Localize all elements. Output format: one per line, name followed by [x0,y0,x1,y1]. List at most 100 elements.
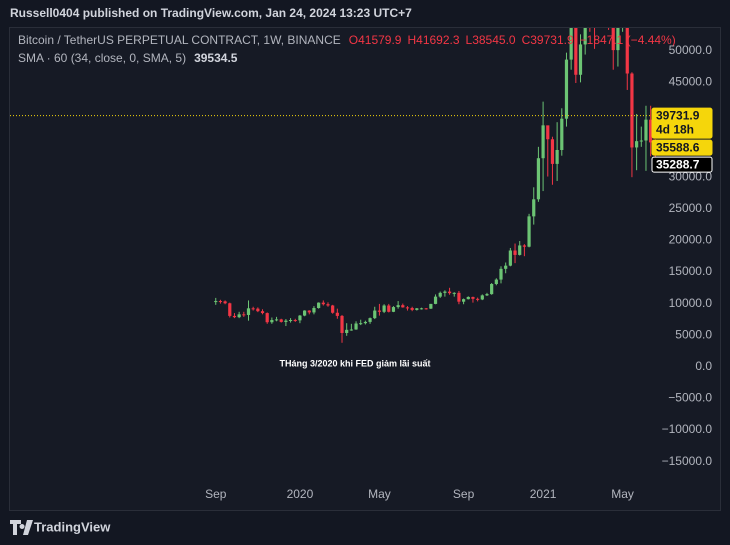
price-tag-label: 35588.6 [656,140,700,154]
price-tag-label: 39731.9 [656,108,700,122]
candle-body [518,245,522,255]
candle-body [368,318,372,322]
candle-body [499,268,503,280]
candle-body [541,125,545,159]
candle-body [242,314,246,316]
candle-body [218,301,223,303]
y-tick-label: 30000.0 [669,169,713,183]
candle-body [410,308,414,310]
ohlc-legend-item: L38545.0 [466,33,516,47]
candle-body [447,291,452,294]
candle-body [504,265,508,269]
candle-body [555,149,559,164]
candle-body [550,139,555,164]
y-tick-label: −15000.0 [662,454,713,468]
candle-body [625,28,629,74]
candle-body [279,319,283,322]
candle-body [433,296,438,304]
candle-body [391,307,396,312]
candle-body [532,199,536,217]
candle-body [359,323,363,325]
candle-body [574,28,578,75]
candle-body [274,319,279,321]
y-tick-label: 45000.0 [669,75,713,89]
y-tick-label: 15000.0 [669,264,713,278]
candle-body [326,304,330,306]
candle-body [405,307,410,309]
candle-body [583,28,587,45]
x-tick-label: May [611,487,634,501]
candle-body [331,305,335,313]
ohlc-legend-item: O41579.9 [349,33,402,47]
candle-body [616,28,620,51]
author-line: Russell0404 published on TradingView.com… [10,6,412,20]
candle-body [246,308,251,315]
candle-body [527,216,531,247]
candle-body [424,308,428,310]
candle-body [630,73,634,148]
candle-body [256,308,260,312]
candle-body [457,292,461,302]
y-tick-label: 10000.0 [669,296,713,310]
y-tick-label: −5000.0 [668,391,712,405]
candle-body [452,292,456,294]
candle-body [560,118,564,150]
candle-body [345,329,349,333]
indicator-value: 39534.5 [194,51,238,65]
candle-body [251,308,255,310]
candle-body [377,310,382,312]
candle-body [228,303,232,316]
candle-body [396,305,400,308]
candle-body [312,308,316,313]
candle-body [490,283,494,295]
price-tag-label: 35288.7 [656,157,700,171]
candle-body [382,305,386,312]
candle-body [611,28,615,51]
y-tick-label: 5000.0 [675,327,712,341]
candle-body [536,158,541,200]
brand-logo [10,520,33,535]
y-tick-label: −10000.0 [662,422,713,436]
candle-body [476,298,480,300]
candle-body [635,141,639,148]
price-tag [651,139,713,156]
price-tag [651,107,713,139]
candle-body [321,302,325,305]
ohlc-legend-item: −1847.1 (−4.44%) [580,33,676,47]
ohlc-legend-item: C39731.9 [522,33,574,47]
candle-body [298,315,302,321]
candle-body [438,292,442,297]
candle-body [644,119,648,141]
candle-body [303,310,307,316]
y-tick-label: 50000.0 [669,43,713,57]
candle-body [223,301,227,304]
candle-body [419,308,424,310]
candle-body [335,312,339,316]
candle-body [354,323,358,330]
x-tick-label: May [368,487,391,501]
candle-body [522,245,526,247]
candle-body [564,59,569,119]
ohlc-legend-item: H41692.3 [407,33,459,47]
candle-body [401,305,405,308]
y-tick-label: 0.0 [695,359,712,373]
x-tick-label: Sep [205,487,227,501]
candle-body [569,28,573,60]
candle-body [415,308,419,310]
candle-body [466,296,470,300]
candle-body [546,125,550,140]
candle-body [214,301,218,303]
candle-body [284,320,288,322]
candle-body [288,320,293,322]
x-tick-label: Sep [453,487,475,501]
candle-body [429,303,433,309]
candle-body [494,279,498,284]
indicator-name: SMA · 60 (34, close, 0, SMA, 5) [18,51,186,65]
candle-body [461,299,466,302]
y-tick-label: 25000.0 [669,201,713,215]
candle-body [232,315,237,318]
chart-title: Bitcoin / TetherUS PERPETUAL CONTRACT, 1… [18,33,341,47]
candle-body [513,250,517,255]
candle-body [307,310,311,313]
